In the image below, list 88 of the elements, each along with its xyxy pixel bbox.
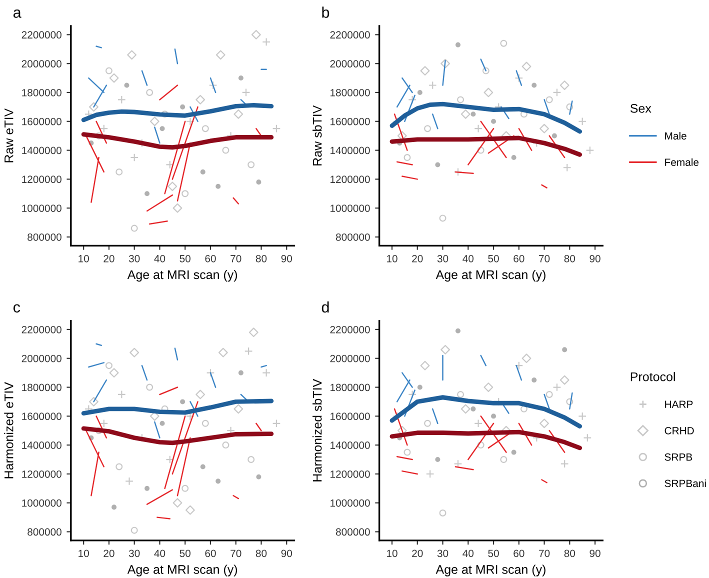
y-tick-label: 800000 bbox=[28, 528, 62, 536]
x-tick-label: 80 bbox=[256, 254, 267, 262]
x-tick-label: 40 bbox=[154, 254, 166, 262]
x-axis-title: Age at MRI scan (y) bbox=[127, 270, 238, 282]
x-tick-label: 90 bbox=[281, 254, 292, 262]
x-tick-label: 10 bbox=[387, 254, 398, 262]
y-tick-label: 2200000 bbox=[330, 326, 370, 334]
legend-label: SRPBani bbox=[664, 479, 706, 488]
y-tick-label: 800000 bbox=[28, 233, 62, 241]
x-tick-label: 10 bbox=[78, 254, 89, 262]
y-tick-label: 2000000 bbox=[22, 60, 62, 68]
y-tick-label: 1200000 bbox=[22, 470, 62, 478]
x-tick-label: 60 bbox=[205, 254, 216, 262]
x-tick-label: 50 bbox=[488, 550, 499, 558]
y-tick-label: 2000000 bbox=[330, 354, 370, 362]
x-tick-label: 80 bbox=[564, 550, 576, 558]
y-axis-title: Harmonized eTIV bbox=[4, 382, 14, 478]
x-axis-title: Age at MRI scan (y) bbox=[436, 564, 546, 576]
y-tick-label: 1400000 bbox=[22, 146, 62, 154]
legend-label: Female bbox=[665, 158, 699, 166]
y-tick-label: 1000000 bbox=[330, 499, 370, 507]
y-tick-label: 1600000 bbox=[22, 118, 62, 126]
y-tick-label: 1200000 bbox=[330, 176, 370, 184]
y-tick-label: 1400000 bbox=[330, 146, 370, 154]
x-tick-label: 90 bbox=[590, 550, 600, 558]
legend-label: CRHD bbox=[664, 427, 694, 434]
legend-title: Protocol bbox=[630, 372, 675, 382]
x-tick-label: 60 bbox=[514, 550, 524, 558]
legend-label: SRPB bbox=[664, 453, 692, 461]
x-axis-title: Age at MRI scan (y) bbox=[127, 564, 238, 576]
x-tick-label: 30 bbox=[128, 550, 140, 558]
y-tick-label: 2000000 bbox=[330, 60, 370, 68]
chart-title: b bbox=[322, 6, 330, 18]
y-tick-label: 1600000 bbox=[22, 412, 62, 420]
x-tick-label: 20 bbox=[104, 254, 114, 262]
y-tick-label: 1800000 bbox=[330, 88, 370, 96]
x-tick-label: 40 bbox=[462, 550, 474, 558]
x-tick-label: 80 bbox=[256, 550, 267, 558]
x-tick-label: 70 bbox=[539, 550, 550, 558]
y-tick-label: 1400000 bbox=[22, 442, 62, 449]
y-tick-label: 1800000 bbox=[22, 88, 62, 96]
x-tick-label: 40 bbox=[462, 254, 474, 262]
x-tick-label: 90 bbox=[281, 550, 292, 558]
y-tick-label: 1000000 bbox=[22, 499, 62, 507]
y-axis-title: Raw eTIV bbox=[4, 108, 14, 162]
legend-title: Sex bbox=[630, 104, 652, 113]
y-tick-label: 1200000 bbox=[330, 470, 370, 478]
x-tick-label: 30 bbox=[128, 254, 140, 262]
x-tick-label: 90 bbox=[590, 254, 600, 262]
legend-label: Male bbox=[665, 132, 686, 140]
y-tick-label: 1600000 bbox=[330, 412, 370, 420]
y-tick-label: 1800000 bbox=[330, 384, 370, 392]
x-tick-label: 50 bbox=[180, 254, 190, 262]
x-tick-label: 50 bbox=[488, 254, 499, 262]
x-tick-label: 70 bbox=[539, 254, 550, 262]
y-tick-label: 800000 bbox=[336, 233, 370, 241]
x-tick-label: 80 bbox=[564, 254, 576, 262]
x-tick-label: 10 bbox=[78, 550, 89, 558]
y-tick-label: 1000000 bbox=[330, 204, 370, 212]
y-tick-label: 2200000 bbox=[330, 31, 370, 39]
y-tick-label: 2000000 bbox=[22, 354, 62, 362]
x-tick-label: 60 bbox=[514, 254, 524, 262]
x-tick-label: 30 bbox=[437, 550, 448, 558]
x-tick-label: 50 bbox=[180, 550, 190, 558]
x-tick-label: 60 bbox=[205, 550, 216, 558]
y-tick-label: 800000 bbox=[336, 528, 370, 536]
y-tick-label: 1800000 bbox=[22, 384, 62, 392]
x-tick-label: 40 bbox=[154, 550, 166, 558]
legend-label: HARP bbox=[665, 400, 693, 408]
y-axis-title: Raw sbTIV bbox=[312, 105, 322, 166]
y-tick-label: 1000000 bbox=[22, 204, 62, 212]
y-tick-label: 2200000 bbox=[22, 326, 62, 334]
y-tick-label: 1200000 bbox=[22, 176, 62, 184]
x-tick-label: 10 bbox=[387, 550, 398, 558]
y-tick-label: 2200000 bbox=[22, 31, 62, 39]
y-tick-label: 1600000 bbox=[330, 118, 370, 126]
y-axis-title: Harmonized sbTIV bbox=[312, 378, 322, 482]
x-tick-label: 20 bbox=[412, 254, 423, 262]
x-tick-label: 20 bbox=[104, 550, 114, 558]
x-axis-title: Age at MRI scan (y) bbox=[436, 270, 546, 282]
x-tick-label: 70 bbox=[230, 550, 242, 558]
chart-title: c bbox=[13, 304, 20, 313]
x-tick-label: 30 bbox=[437, 254, 448, 262]
chart-title: a bbox=[13, 9, 22, 18]
x-tick-label: 20 bbox=[412, 550, 423, 558]
y-tick-label: 1400000 bbox=[330, 442, 370, 449]
x-tick-label: 70 bbox=[230, 254, 242, 262]
chart-title: d bbox=[322, 301, 329, 313]
